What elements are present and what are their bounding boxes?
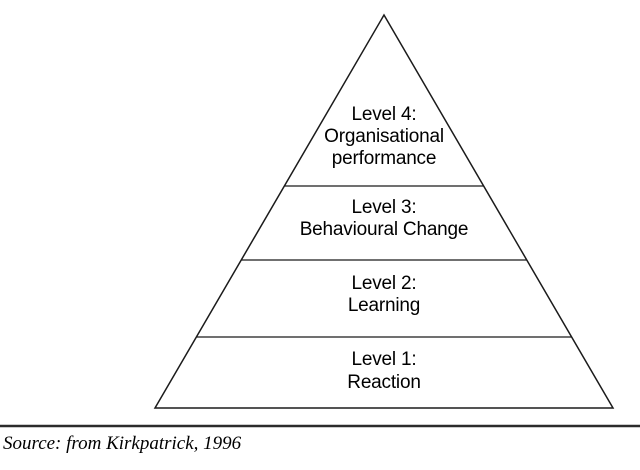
- level-4-label-line2: Organisational: [324, 126, 444, 147]
- level-3-title: Level 3:: [352, 197, 417, 218]
- level-4-label-line3: performance: [332, 148, 436, 169]
- level-2-title: Level 2:: [352, 273, 417, 294]
- level-2-label-line2: Learning: [348, 295, 420, 316]
- source-caption: Source: from Kirkpatrick, 1996: [3, 433, 242, 454]
- level-1-title: Level 1:: [352, 349, 417, 370]
- pyramid-outline: [153, 13, 615, 409]
- level-4-title: Level 4:: [352, 104, 417, 125]
- level-3-label-line2: Behavioural Change: [300, 219, 469, 240]
- level-1-label-line2: Reaction: [347, 372, 420, 393]
